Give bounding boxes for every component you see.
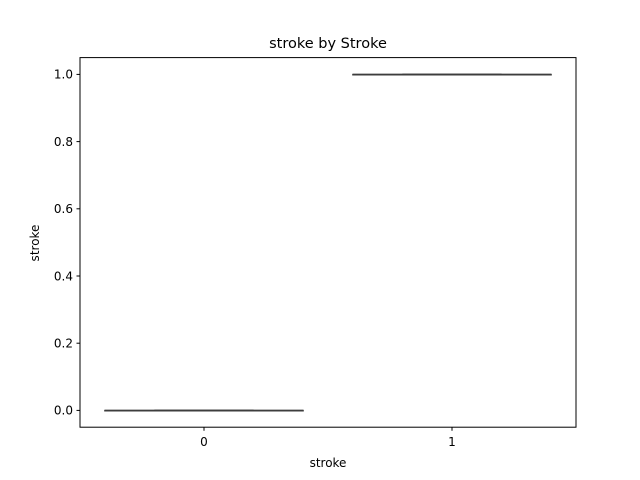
- y-axis-ticks: 0.0 0.2 0.4 0.6 0.8 1.0: [54, 68, 80, 418]
- y-tick-label: 0.2: [54, 337, 73, 351]
- y-tick-label: 0.8: [54, 135, 73, 149]
- box-0: [104, 409, 304, 412]
- x-tick-label: 1: [448, 435, 456, 449]
- y-tick-label: 0.0: [54, 404, 73, 418]
- x-tick-label: 0: [200, 435, 208, 449]
- plot-area-frame: [79, 57, 577, 428]
- x-axis-title: stroke: [310, 456, 347, 470]
- y-axis-title: stroke: [28, 225, 42, 262]
- y-tick-label: 0.6: [54, 202, 73, 216]
- box-series: [104, 73, 552, 412]
- y-tick-label: 0.4: [54, 269, 73, 283]
- chart-title: stroke by Stroke: [269, 36, 387, 52]
- box-1: [352, 73, 552, 76]
- y-tick-label: 1.0: [54, 68, 73, 82]
